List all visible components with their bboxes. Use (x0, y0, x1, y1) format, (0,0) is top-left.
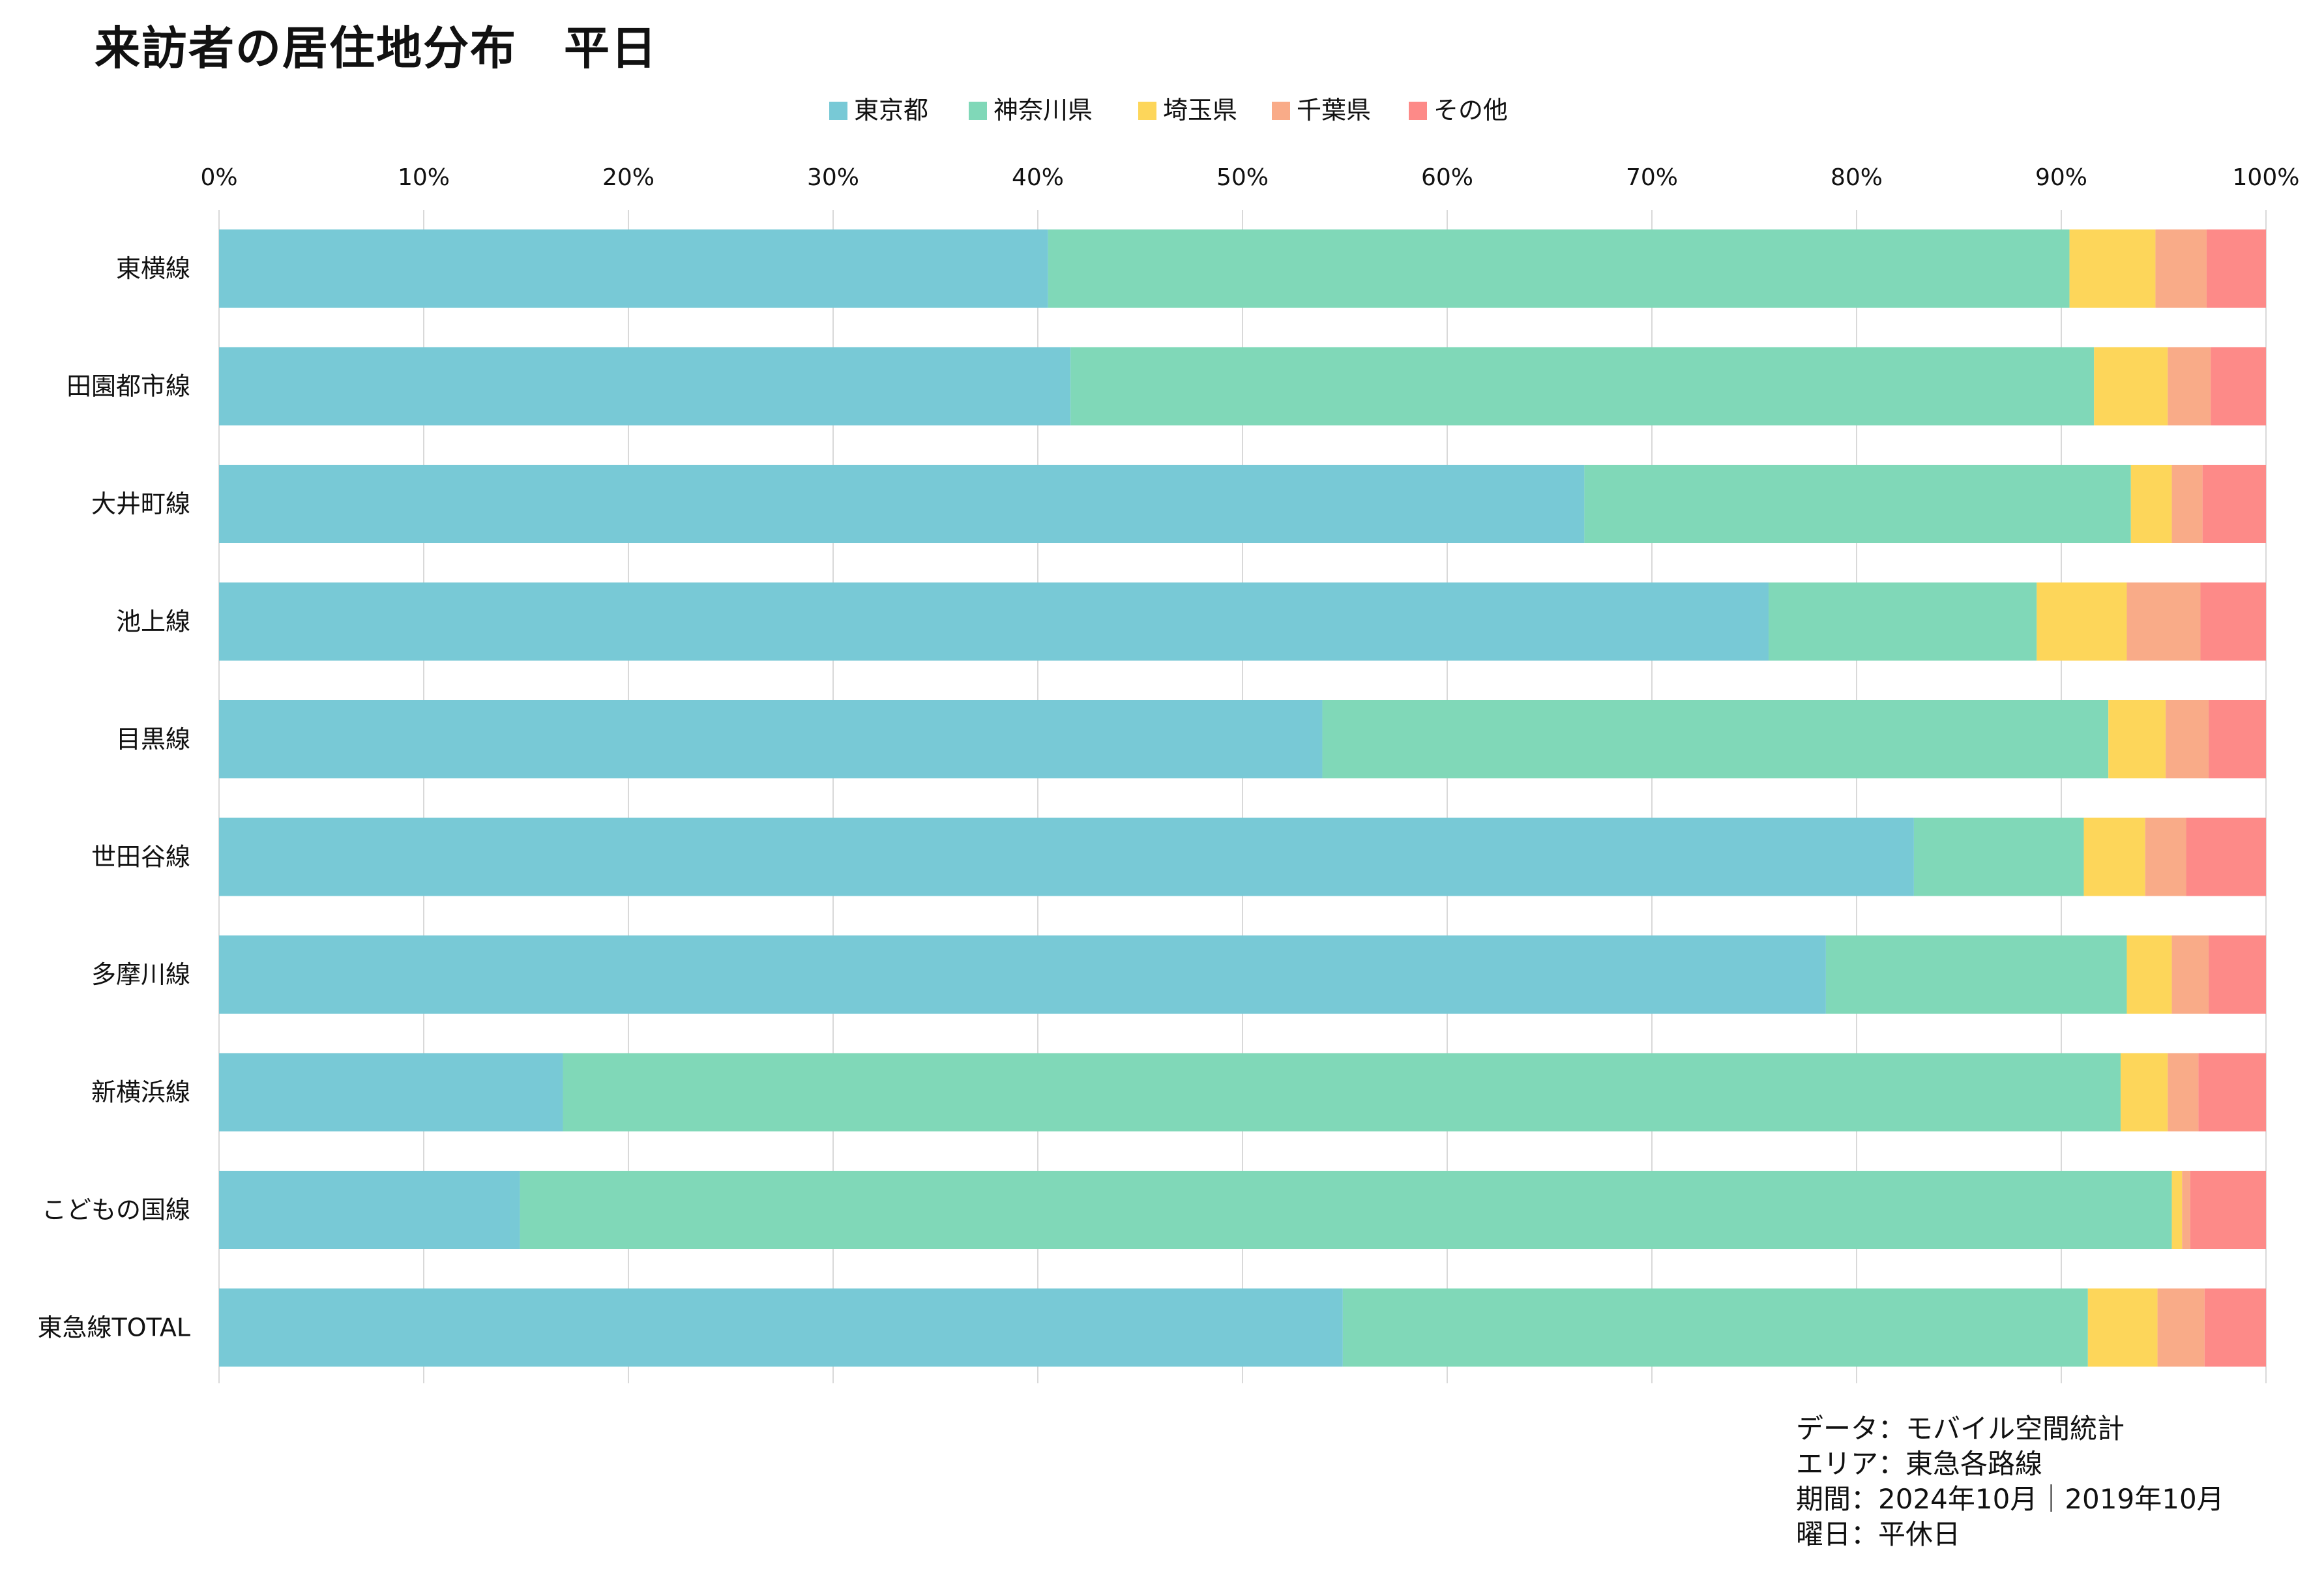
bar-segment (1070, 347, 2095, 426)
bar-segment (2198, 1053, 2266, 1132)
x-tick-label: 0% (200, 164, 237, 191)
legend-swatch (969, 102, 987, 120)
bar-segment (2130, 465, 2172, 543)
bar-segment (1825, 935, 2127, 1014)
note-period: 期間：2024年10月｜2019年10月 (1796, 1483, 2224, 1515)
legend-swatch (829, 102, 847, 120)
bars (219, 229, 2266, 1367)
bar-segment (2087, 1288, 2158, 1367)
bar-segment (2155, 229, 2207, 308)
source-note: データ：モバイル空間統計 エリア：東急各路線 期間：2024年10月｜2019年… (1796, 1411, 2224, 1552)
bar-segment (219, 935, 1826, 1014)
bar-segment (2171, 935, 2209, 1014)
bar-segment (2171, 465, 2203, 543)
note-day-type: 曜日：平休日 (1796, 1518, 1961, 1550)
x-tick-label: 30% (807, 164, 859, 191)
bar-segment (1048, 229, 2070, 308)
bar-segment (2037, 582, 2127, 661)
bar-segment (2200, 582, 2266, 661)
bar-segment (1913, 817, 2084, 896)
bar-segment (2202, 465, 2266, 543)
category-label: 田園都市線 (66, 372, 190, 401)
category-label: 新横浜線 (91, 1078, 190, 1107)
bar-segment (2094, 347, 2168, 426)
chart-title: 来訪者の居住地分布 平日 (95, 22, 658, 75)
x-tick-label: 50% (1216, 164, 1269, 191)
bar-segment (2069, 229, 2156, 308)
bar-segment (2168, 347, 2211, 426)
bar-segment (219, 582, 1769, 661)
x-axis-ticks: 0% 10% 20% 30% 40% 50% 60% 70% 80% 90% 100% (200, 164, 2299, 191)
legend-swatch (1409, 102, 1427, 120)
bar-segment (1768, 582, 2037, 661)
x-tick-label: 40% (1012, 164, 1064, 191)
x-tick-label: 70% (1626, 164, 1678, 191)
category-label: こどもの国線 (42, 1196, 190, 1224)
bar-segment (219, 465, 1585, 543)
bar-segment (2145, 817, 2186, 896)
legend-swatch (1272, 102, 1290, 120)
bar-segment (2206, 229, 2266, 308)
bar-segment (219, 229, 1048, 308)
x-tick-label: 10% (398, 164, 450, 191)
legend-label: 千葉県 (1297, 96, 1371, 125)
bar-segment (2126, 935, 2172, 1014)
legend-label: 埼玉県 (1163, 96, 1237, 125)
x-tick-label: 20% (602, 164, 655, 191)
category-label: 東横線 (116, 254, 190, 283)
x-tick-label: 80% (1831, 164, 1883, 191)
bar-segment (2126, 582, 2201, 661)
bar-segment (2190, 1171, 2266, 1249)
bar-segment (2108, 700, 2166, 778)
x-tick-label: 60% (1421, 164, 1473, 191)
bar-segment (219, 817, 1914, 896)
legend: 東京都 神奈川県 埼玉県 千葉県 その他 (829, 96, 1508, 125)
legend-swatch (1138, 102, 1156, 120)
bar-segment (2209, 935, 2266, 1014)
bar-segment (2157, 1288, 2205, 1367)
bar-segment (2083, 817, 2145, 896)
bar-segment (563, 1053, 2121, 1132)
bar-segment (1322, 700, 2109, 778)
bar-segment (219, 1053, 563, 1132)
bar-segment (2121, 1053, 2168, 1132)
bar-segment (219, 700, 1323, 778)
bar-segment (2211, 347, 2266, 426)
category-label: 世田谷線 (91, 843, 190, 872)
legend-label: その他 (1434, 96, 1508, 125)
bar-segment (1342, 1288, 2088, 1367)
bar-segment (2209, 700, 2266, 778)
bar-segment (2168, 1053, 2199, 1132)
category-label: 池上線 (116, 608, 190, 636)
category-label: 目黒線 (116, 725, 190, 754)
bar-segment (1584, 465, 2131, 543)
bar-segment (219, 1171, 520, 1249)
bar-segment (2166, 700, 2209, 778)
bar-segment (2186, 817, 2266, 896)
legend-label: 神奈川県 (993, 96, 1093, 125)
bar-segment (2182, 1171, 2190, 1249)
category-label: 多摩川線 (91, 960, 190, 989)
note-data-source: データ：モバイル空間統計 (1796, 1413, 2125, 1445)
bar-segment (2204, 1288, 2266, 1367)
category-label: 大井町線 (91, 490, 190, 518)
bar-segment (219, 1288, 1343, 1367)
x-tick-label: 90% (2035, 164, 2087, 191)
category-labels: 東横線田園都市線大井町線池上線目黒線世田谷線多摩川線新横浜線こどもの国線東急線T… (37, 254, 190, 1342)
bar-segment (520, 1171, 2172, 1249)
legend-label: 東京都 (854, 96, 928, 125)
category-label: 東急線TOTAL (37, 1314, 190, 1342)
note-area: エリア：東急各路線 (1796, 1448, 2043, 1480)
bar-segment (2171, 1171, 2183, 1249)
x-tick-label: 100% (2233, 164, 2300, 191)
bar-segment (219, 347, 1071, 426)
